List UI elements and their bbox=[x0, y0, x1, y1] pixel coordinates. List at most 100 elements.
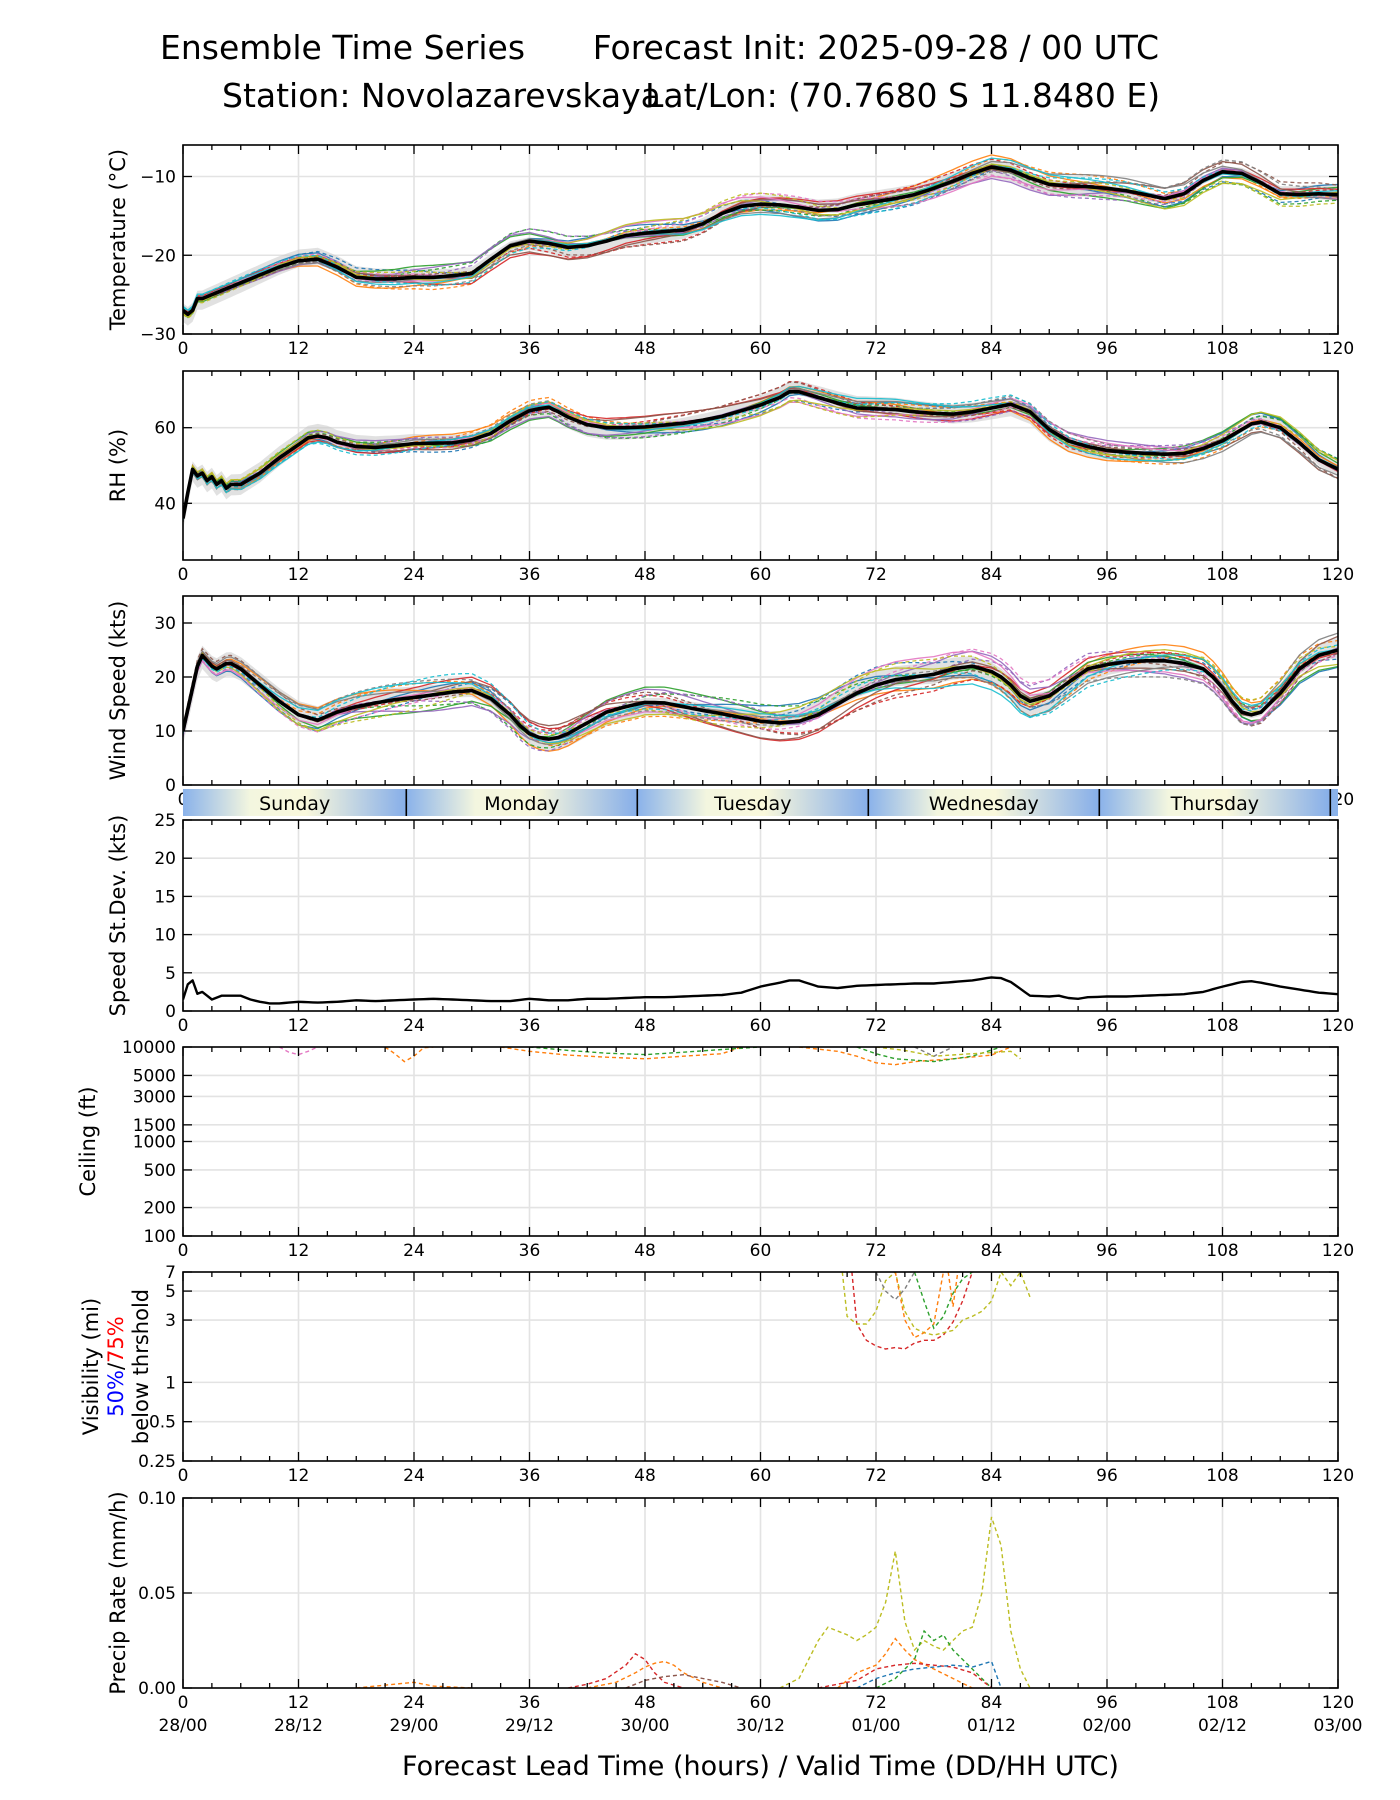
x-tick-label: 96 bbox=[1096, 1241, 1118, 1261]
x-tick-label: 36 bbox=[519, 339, 541, 359]
ensemble-mean-line bbox=[183, 648, 1338, 741]
x-tick-label: 60 bbox=[750, 1016, 772, 1036]
x-tick-label: 24 bbox=[403, 1016, 425, 1036]
y-axis-label-tail: below thrshold bbox=[129, 1289, 153, 1444]
y-tick-label: 3 bbox=[165, 1311, 176, 1331]
x-tick-label: 84 bbox=[981, 1466, 1003, 1486]
y-axis-label: Speed St.Dev. (kts) bbox=[106, 815, 130, 1017]
x-tick-label: 48 bbox=[634, 1693, 656, 1713]
panel-rh: 0 12 24 36 48 60 72 84 96 108 120 40 60 RH (%) bbox=[106, 370, 1354, 585]
ensemble-member-line bbox=[183, 648, 1338, 744]
x-tick-label: 120 bbox=[1322, 339, 1354, 359]
ensemble-member-line bbox=[183, 160, 1338, 315]
day-label: Monday bbox=[484, 793, 559, 815]
x-tick-label: 0 bbox=[178, 1016, 189, 1036]
x-tick-label: 108 bbox=[1206, 565, 1238, 585]
x-tick-label: 96 bbox=[1096, 1693, 1118, 1713]
valid-time-label: 29/00 bbox=[390, 1716, 439, 1736]
panel-visibility: 0 12 24 36 48 60 72 84 96 108 120 0.25 0.5 1 3 57 Visibi… bbox=[79, 1263, 1354, 1486]
ensemble-mean-line bbox=[183, 390, 1338, 519]
day-segment bbox=[1099, 789, 1331, 816]
y-tick-label: 10 bbox=[154, 722, 176, 742]
ensemble-member-line bbox=[913, 1272, 973, 1330]
panel-speed_stdev: 0 12 24 36 48 60 72 84 96 108 120 0 5 10 15 20 25 Speed S… bbox=[106, 811, 1354, 1036]
x-tick-label: 0 bbox=[178, 339, 189, 359]
day-label: Tuesday bbox=[713, 793, 791, 815]
x-tick-label: 72 bbox=[865, 565, 887, 585]
panel-plot-area bbox=[183, 380, 1338, 531]
x-tick-label: 96 bbox=[1096, 1016, 1118, 1036]
ensemble-member-line bbox=[856, 1660, 1002, 1688]
x-tick-label: 0 bbox=[178, 565, 189, 585]
x-tick-label: 12 bbox=[288, 1241, 310, 1261]
y-tick-label: 30 bbox=[154, 614, 176, 634]
ensemble-member-line bbox=[183, 632, 1338, 746]
x-tick-label: 48 bbox=[634, 1016, 656, 1036]
x-tick-label: 24 bbox=[403, 1693, 425, 1713]
y-tick-label: 0 bbox=[165, 1002, 176, 1022]
x-tick-label: 120 bbox=[1322, 1241, 1354, 1261]
x-tick-label: 60 bbox=[750, 1466, 772, 1486]
day-segment-tail bbox=[1330, 789, 1338, 816]
x-tick-label: 120 bbox=[1322, 1693, 1354, 1713]
y-axis-sublabel: 50%/75% bbox=[104, 1316, 128, 1416]
day-label: Sunday bbox=[259, 793, 330, 815]
x-tick-label: 12 bbox=[288, 565, 310, 585]
panel-precip: 0 12 24 36 48 60 72 84 96 108 120 28/00 28/12 29/00 29… bbox=[106, 1489, 1363, 1736]
x-tick-label: 24 bbox=[403, 565, 425, 585]
y-tick-label: 0.00 bbox=[138, 1679, 176, 1699]
x-tick-label: 84 bbox=[981, 1241, 1003, 1261]
y-axis-label: RH (%) bbox=[106, 429, 130, 502]
y-tick-label: −20 bbox=[140, 246, 176, 266]
panel-ceiling: 0 12 24 36 48 60 72 84 96 108 120 100 200 500 10001500… bbox=[76, 1038, 1354, 1261]
x-tick-label: 36 bbox=[519, 1016, 541, 1036]
x-tick-label: 36 bbox=[519, 565, 541, 585]
x-tick-label: 96 bbox=[1096, 1466, 1118, 1486]
station-label: Station: Novolazarevskaya bbox=[222, 76, 661, 115]
x-tick-label: 96 bbox=[1096, 565, 1118, 585]
y-tick-label: 0 bbox=[165, 776, 176, 796]
y-tick-label: −30 bbox=[140, 325, 176, 345]
y-tick-label: 5 bbox=[165, 1282, 176, 1302]
day-label: Wednesday bbox=[929, 793, 1039, 815]
x-tick-label: 60 bbox=[750, 1693, 772, 1713]
valid-time-label: 02/00 bbox=[1083, 1716, 1132, 1736]
ensemble-member-line bbox=[183, 157, 1338, 311]
y-tick-label: 0.05 bbox=[138, 1584, 176, 1604]
ensemble-member-line bbox=[947, 1272, 959, 1307]
panel-plot-area bbox=[183, 976, 1338, 1005]
x-tick-label: 48 bbox=[634, 1241, 656, 1261]
x-tick-label: 0 bbox=[178, 1241, 189, 1261]
y-tick-label: 1000 bbox=[133, 1133, 176, 1153]
x-tick-label: 120 bbox=[1322, 1466, 1354, 1486]
forecast-init-label: Forecast Init: 2025-09-28 / 00 UTC bbox=[592, 28, 1159, 67]
x-tick-label: 72 bbox=[865, 339, 887, 359]
x-tick-label: 72 bbox=[865, 1466, 887, 1486]
y-tick-label: 200 bbox=[144, 1199, 176, 1219]
ensemble-member-line bbox=[183, 643, 1338, 752]
x-axis-label: Forecast Lead Time (hours) / Valid Time … bbox=[402, 1751, 1119, 1782]
panel-wind_speed: 012243648607284961081200102030Wind Speed… bbox=[106, 595, 1354, 810]
ensemble-member-line bbox=[567, 1652, 684, 1688]
x-tick-label: 72 bbox=[865, 1016, 887, 1036]
y-axis-label-group: Visibility (mi) 50%/75% below thrshold bbox=[79, 1289, 153, 1444]
y-tick-label: 40 bbox=[154, 494, 176, 514]
y-tick-label: 500 bbox=[144, 1161, 176, 1181]
ensemble-member-line bbox=[894, 1272, 945, 1339]
x-tick-label: 96 bbox=[1096, 339, 1118, 359]
ensemble-member-line bbox=[841, 1272, 1031, 1336]
ensemble-member-line bbox=[183, 167, 1338, 320]
ensemble-member-line bbox=[798, 1047, 1012, 1066]
valid-time-label: 01/00 bbox=[852, 1716, 901, 1736]
x-tick-label: 108 bbox=[1206, 339, 1238, 359]
x-tick-label: 60 bbox=[750, 1241, 772, 1261]
day-segment bbox=[406, 789, 638, 816]
panel-plot-area bbox=[183, 632, 1338, 752]
y-axis-label: Wind Speed (kts) bbox=[106, 601, 130, 781]
y-tick-label: 10 bbox=[154, 926, 176, 946]
valid-time-label: 28/00 bbox=[159, 1716, 208, 1736]
threshold-legend: 50% bbox=[104, 1370, 128, 1417]
x-tick-label: 60 bbox=[750, 339, 772, 359]
y-axis-label: Precip Rate (mm/h) bbox=[106, 1491, 130, 1694]
